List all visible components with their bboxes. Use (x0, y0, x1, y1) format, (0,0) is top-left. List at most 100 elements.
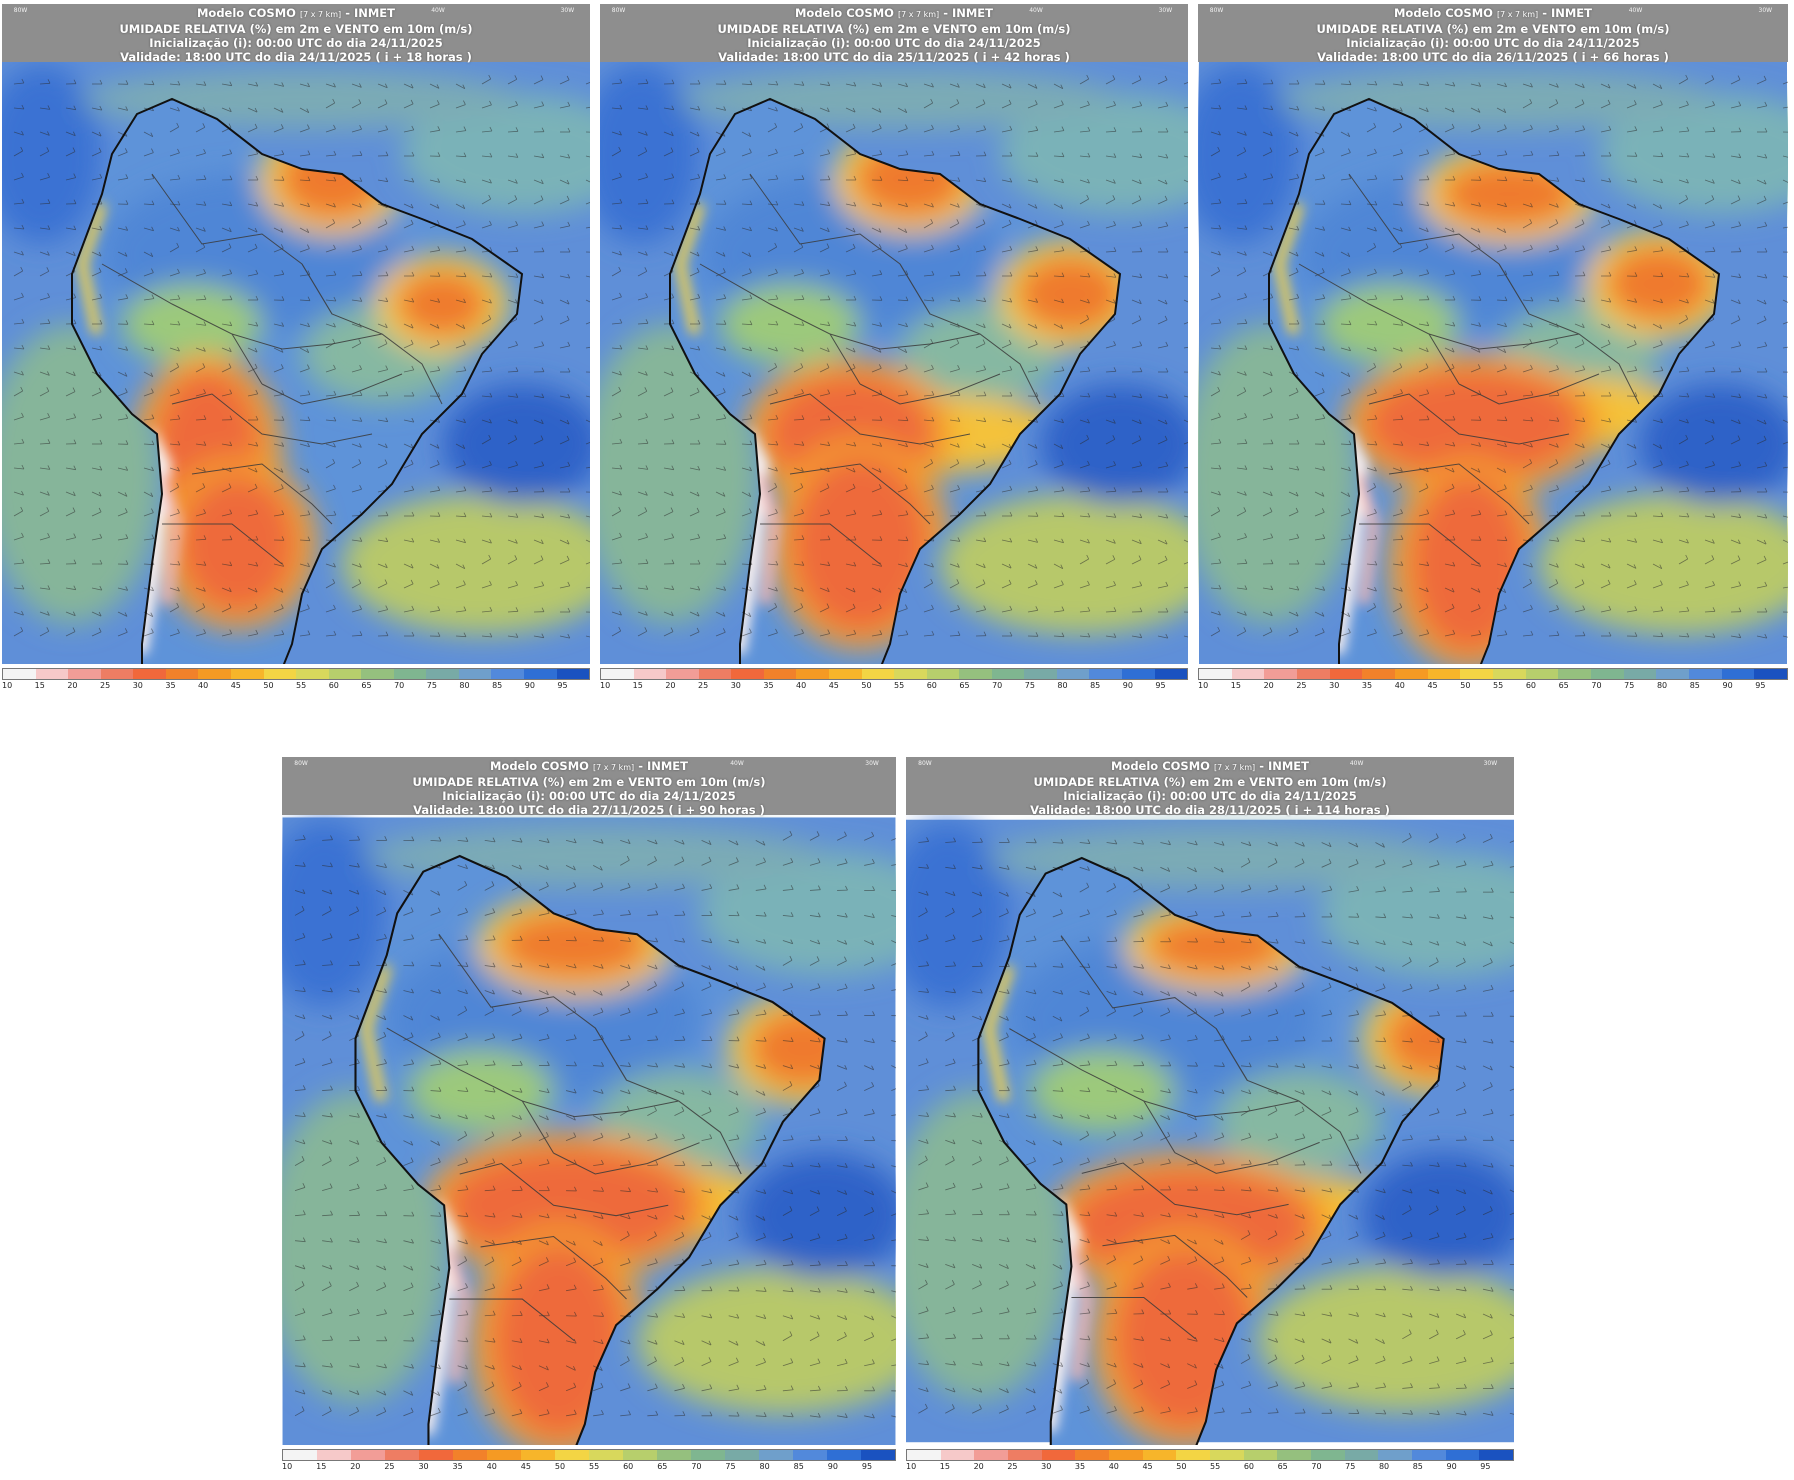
colorbar-swatch (623, 1450, 657, 1460)
colorbar-swatch (555, 1450, 589, 1460)
panel-header: 80W 40W 30W Modelo COSMO [7 x 7 km] - INMET… (282, 757, 896, 817)
colorbar-swatch (725, 1450, 759, 1460)
colorbar-tick: 25 (100, 681, 111, 690)
colorbar-swatch (1754, 669, 1788, 679)
colorbar-swatch (283, 1450, 317, 1460)
colorbar-tick: 10 (2, 681, 13, 690)
colorbar-swatch (491, 669, 524, 679)
colorbar-tick: 65 (1277, 1462, 1288, 1471)
colorbar-swatch (1656, 669, 1690, 679)
model-title: Modelo COSMO [7 x 7 km] - INMET (1110, 759, 1310, 773)
colorbar-swatch (861, 1450, 895, 1460)
colorbar-swatch (317, 1450, 351, 1460)
panel-header: 80W 40W 30W Modelo COSMO [7 x 7 km] - INMET… (2, 4, 590, 64)
colorbar-swatch (198, 669, 231, 679)
colorbar-swatch (589, 1450, 623, 1460)
colorbar-tick: 45 (1142, 1462, 1153, 1471)
colorbar-tick: 85 (1689, 681, 1700, 690)
init-time: Inicialização (i): 00:00 UTC do dia 24/1… (1346, 36, 1640, 50)
colorbar-swatch (894, 669, 927, 679)
colorbar-tick: 55 (894, 681, 905, 690)
colorbar-tick: 20 (350, 1462, 361, 1471)
colorbar-swatch (35, 669, 69, 679)
colorbar-tick: 60 (1243, 1462, 1254, 1471)
colorbar-tick: 75 (725, 1462, 736, 1471)
colorbar-swatch (1412, 1450, 1446, 1460)
colorbar-tick: 50 (861, 681, 872, 690)
model-title: Modelo COSMO [7 x 7 km] - INMET (196, 6, 396, 20)
colorbar-tick: 45 (520, 1462, 531, 1471)
colorbar-tick: 80 (459, 681, 470, 690)
colorbar-swatch (263, 669, 297, 679)
colorbar-swatch (1378, 1450, 1413, 1460)
forecast-panel-4: 80W 40W 30W Modelo COSMO [7 x 7 km] - INMET… (282, 757, 896, 1475)
colorbar-tick: 85 (492, 681, 503, 690)
colorbar-swatch (351, 1450, 385, 1460)
colorbar-tick: 60 (1525, 681, 1536, 690)
colorbar-tick: 20 (665, 681, 676, 690)
colorbar-swatch (385, 1450, 419, 1460)
panel-header: 80W 40W 30W Modelo COSMO [7 x 7 km] - INMET… (600, 4, 1188, 64)
colorbar-swatch (419, 1450, 453, 1460)
colorbar-swatch (361, 669, 394, 679)
colorbar-swatch (1493, 669, 1526, 679)
colorbar-swatch (1041, 1450, 1076, 1460)
colorbar-swatch (296, 669, 329, 679)
colorbar-swatch (328, 669, 362, 679)
colorbar-swatch (991, 669, 1025, 679)
longitude-label: 80W (918, 760, 932, 767)
colorbar-tick: 25 (384, 1462, 395, 1471)
colorbar-tick: 10 (1198, 681, 1209, 690)
colorbar-swatch (1623, 669, 1657, 679)
colorbar: 10 15 20 25 30 35 40 45 50 55 60 65 70 75 80 85 90 95 (282, 1449, 896, 1473)
colorbar-tick: 40 (796, 681, 807, 690)
valid-time: Validade: 18:00 UTC do dia 28/11/2025 ( … (1030, 803, 1390, 817)
valid-time: Validade: 18:00 UTC do dia 27/11/2025 ( … (413, 803, 765, 817)
colorbar-swatch (1154, 669, 1188, 679)
colorbar-tick: 75 (1624, 681, 1635, 690)
longitude-label: 40W (1628, 7, 1643, 14)
colorbar-tick: 40 (486, 1462, 497, 1471)
colorbar-tick: 80 (759, 1462, 770, 1471)
colorbar-tick: 40 (1108, 1462, 1119, 1471)
colorbar-swatch (1176, 1450, 1211, 1460)
colorbar-tick: 35 (1074, 1462, 1086, 1471)
longitude-label: 30W (560, 7, 575, 14)
colorbar-tick: 75 (1345, 1462, 1356, 1471)
colorbar-tick: 90 (1446, 1462, 1457, 1471)
colorbar-swatch (1109, 1450, 1143, 1460)
variable-title: UMIDADE RELATIVA (%) em 2m e VENTO em 10… (412, 775, 766, 789)
colorbar-tick: 80 (1378, 1462, 1390, 1471)
colorbar-tick: 65 (657, 1462, 668, 1471)
colorbar-swatch (959, 669, 992, 679)
colorbar-swatch (487, 1450, 521, 1460)
forecast-panel-2: 80W 40W 30W Modelo COSMO [7 x 7 km] - INMET… (600, 4, 1188, 694)
colorbar-tick: 60 (926, 681, 937, 690)
colorbar: 10 15 20 25 30 35 40 45 50 55 60 65 70 75 80 85 90 95 (600, 668, 1188, 692)
colorbar: 10 15 20 25 30 35 40 45 50 55 60 65 70 75 80 85 90 95 (1198, 668, 1788, 692)
colorbar-swatch (691, 1450, 725, 1460)
colorbar-swatch (1558, 669, 1592, 679)
colorbar-tick: 65 (361, 681, 372, 690)
colorbar-tick: 75 (1024, 681, 1035, 690)
colorbar-tick: 95 (1755, 681, 1766, 690)
colorbar-tick: 55 (296, 681, 307, 690)
colorbar-tick: 15 (632, 681, 643, 690)
colorbar-swatch (426, 669, 459, 679)
humidity-wind-map (906, 819, 1514, 1445)
colorbar-swatch (827, 1450, 861, 1460)
colorbar-tick: 95 (557, 681, 568, 690)
variable-title: UMIDADE RELATIVA (%) em 2m e VENTO em 10… (717, 22, 1071, 36)
colorbar-tick: 45 (828, 681, 839, 690)
longitude-label: 30W (1158, 7, 1173, 14)
colorbar-swatch (1311, 1450, 1345, 1460)
colorbar-swatch (524, 669, 557, 679)
colorbar-swatch (1689, 669, 1722, 679)
valid-time: Validade: 18:00 UTC do dia 24/11/2025 ( … (120, 50, 472, 64)
colorbar-tick: 10 (282, 1462, 293, 1471)
colorbar-swatch (926, 669, 960, 679)
humidity-wind-map (600, 62, 1188, 664)
colorbar-swatch (556, 669, 590, 679)
colorbar-tick: 70 (691, 1462, 702, 1471)
colorbar-swatch (230, 669, 264, 679)
